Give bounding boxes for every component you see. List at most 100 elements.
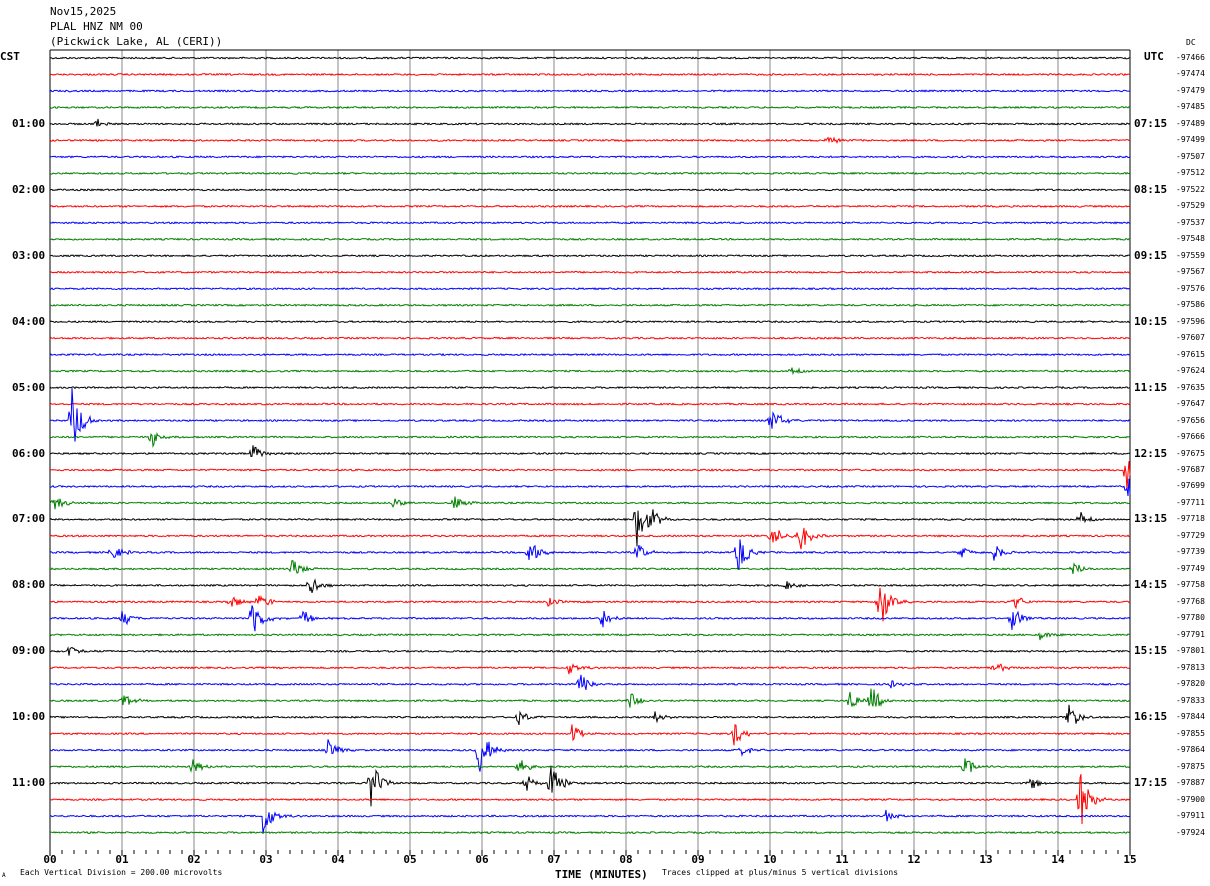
seismic-trace — [49, 560, 1131, 575]
dc-label: DC — [1186, 38, 1196, 47]
utc-hour-label: 08:15 — [1134, 182, 1168, 196]
dc-offset-label: -97615 — [1176, 349, 1205, 359]
cst-hour-label: 09:00 — [12, 644, 46, 658]
x-tick-label: 04 — [331, 853, 345, 866]
dc-offset-label: -97529 — [1176, 201, 1205, 211]
dc-offset-label: -97647 — [1176, 399, 1205, 409]
dc-offset-label: -97813 — [1176, 662, 1205, 672]
dc-offset-label: -97507 — [1176, 151, 1205, 161]
dc-offset-label: -97844 — [1176, 712, 1205, 722]
x-tick-label: 12 — [907, 853, 920, 866]
dc-offset-label: -97586 — [1176, 300, 1205, 310]
seismic-trace — [49, 527, 1130, 550]
seismic-trace — [49, 89, 1130, 93]
seismic-trace — [49, 646, 1131, 656]
seismic-trace — [49, 431, 1131, 449]
seismic-trace — [49, 303, 1131, 307]
cst-hour-label: 04:00 — [12, 314, 46, 328]
dc-offset-label: -97489 — [1176, 118, 1205, 128]
dc-offset-label: -97820 — [1176, 679, 1205, 689]
seismic-trace — [49, 587, 1131, 622]
seismic-trace — [49, 385, 1131, 390]
seismic-trace — [49, 724, 1131, 746]
seismic-trace — [49, 254, 1130, 258]
seismic-trace — [49, 352, 1130, 357]
x-tick-label: 08 — [619, 853, 632, 866]
x-tick-label: 09 — [691, 853, 704, 866]
cst-hour-label: 05:00 — [12, 380, 46, 394]
dc-offset-label: -97567 — [1176, 267, 1205, 277]
cst-hour-label: 10:00 — [12, 710, 46, 724]
dc-offset-label: -97559 — [1176, 250, 1205, 260]
station-location: (Pickwick Lake, AL (CERI)) — [50, 35, 223, 48]
dc-offset-label: -97699 — [1176, 481, 1205, 491]
dc-offset-label: -97739 — [1176, 547, 1205, 557]
utc-hour-label: 13:15 — [1134, 512, 1168, 526]
seismic-trace — [49, 221, 1131, 225]
seismic-trace — [49, 155, 1131, 159]
x-tick-label: 01 — [115, 853, 129, 866]
utc-hour-label: 10:15 — [1134, 314, 1168, 328]
seismic-trace — [49, 605, 1131, 632]
seismic-trace — [49, 56, 1131, 60]
dc-offset-label: -97749 — [1176, 563, 1205, 573]
seismic-trace — [49, 171, 1131, 176]
seismic-trace — [49, 674, 1131, 691]
seismic-trace — [49, 72, 1131, 77]
x-tick-label: 11 — [835, 853, 849, 866]
seismic-trace — [49, 188, 1131, 192]
seismic-trace — [49, 774, 1131, 825]
dc-offset-label: -97576 — [1176, 283, 1205, 293]
x-tick-label: 13 — [979, 853, 992, 866]
seismic-trace — [50, 287, 1131, 291]
dc-offset-label: -97911 — [1176, 811, 1205, 821]
dc-offset-label: -97780 — [1176, 613, 1205, 623]
station-name: PLAL HNZ NM 00 — [50, 20, 143, 33]
seismic-trace — [49, 136, 1131, 144]
dc-offset-label: -97687 — [1176, 465, 1205, 474]
dc-offset-label: -97791 — [1176, 629, 1205, 639]
seismic-trace — [49, 539, 1131, 570]
dc-offset-label: -97522 — [1176, 184, 1205, 194]
dc-offset-label: -97875 — [1176, 761, 1205, 771]
dc-offset-label: -97900 — [1176, 794, 1205, 804]
x-tick-label: 05 — [403, 853, 416, 866]
seismic-trace — [49, 830, 1130, 835]
seismic-trace — [49, 445, 1131, 458]
utc-hour-label: 12:15 — [1134, 446, 1168, 460]
dc-offset-label: -97768 — [1176, 596, 1205, 606]
seismic-trace — [49, 688, 1131, 708]
dc-offset-label: -97711 — [1176, 497, 1205, 507]
utc-hour-label: 07:15 — [1134, 116, 1168, 130]
seismic-trace — [49, 237, 1131, 241]
dc-offset-label: -97537 — [1176, 217, 1205, 227]
dc-offset-label: -97596 — [1176, 316, 1205, 326]
x-tick-label: 02 — [187, 853, 200, 866]
utc-hour-label: 17:15 — [1134, 776, 1168, 790]
seismic-trace — [49, 402, 1131, 406]
cst-hour-label: 11:00 — [12, 776, 46, 790]
x-axis-label: TIME (MINUTES) — [555, 868, 648, 881]
dc-offset-label: -97624 — [1176, 366, 1205, 376]
seismic-trace — [49, 204, 1131, 209]
left-axis-title: CST — [0, 50, 20, 63]
clip-note: Traces clipped at plus/minus 5 vertical … — [662, 868, 899, 877]
x-tick-label: 14 — [1051, 853, 1065, 866]
dc-offset-label: -97666 — [1176, 432, 1205, 442]
seismic-trace — [49, 319, 1131, 324]
dc-offset-label: -97718 — [1176, 514, 1205, 524]
dc-offset-label: -97548 — [1176, 234, 1205, 244]
seismic-trace — [50, 809, 1131, 834]
chart-date: Nov15,2025 — [50, 5, 117, 18]
dc-offset-label: -97485 — [1176, 102, 1205, 112]
seismic-trace — [49, 758, 1131, 773]
utc-hour-label: 14:15 — [1134, 578, 1168, 592]
dc-offset-label: -97758 — [1176, 580, 1205, 590]
seismic-trace — [49, 367, 1131, 376]
dc-offset-label: -97499 — [1176, 135, 1205, 145]
cst-hour-label: 03:00 — [12, 248, 46, 262]
dc-offset-label: -97474 — [1176, 69, 1205, 79]
seismic-trace — [49, 336, 1131, 340]
x-tick-label: 00 — [43, 853, 56, 866]
dc-offset-label: -97512 — [1176, 168, 1205, 178]
